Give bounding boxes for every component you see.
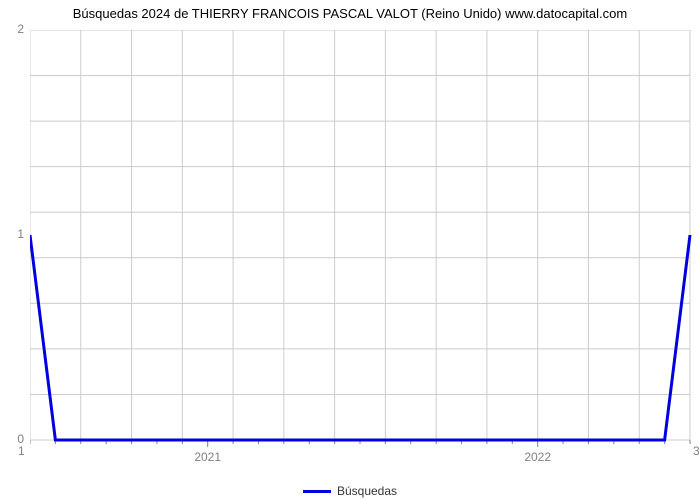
corner-label-bl: 1	[18, 444, 25, 458]
legend-line	[303, 490, 331, 493]
chart-title: Búsquedas 2024 de THIERRY FRANCOIS PASCA…	[0, 6, 700, 21]
x-axis-label: 2022	[518, 450, 558, 464]
x-axis-label: 2021	[188, 450, 228, 464]
y-axis-label: 2	[4, 22, 24, 36]
legend: Búsquedas	[0, 484, 700, 498]
chart-container: { "chart": { "type": "line", "title": "B…	[0, 0, 700, 500]
plot-area	[30, 30, 692, 460]
corner-label-br: 3	[693, 444, 700, 458]
legend-label: Búsquedas	[337, 484, 397, 498]
y-axis-label: 1	[4, 227, 24, 241]
